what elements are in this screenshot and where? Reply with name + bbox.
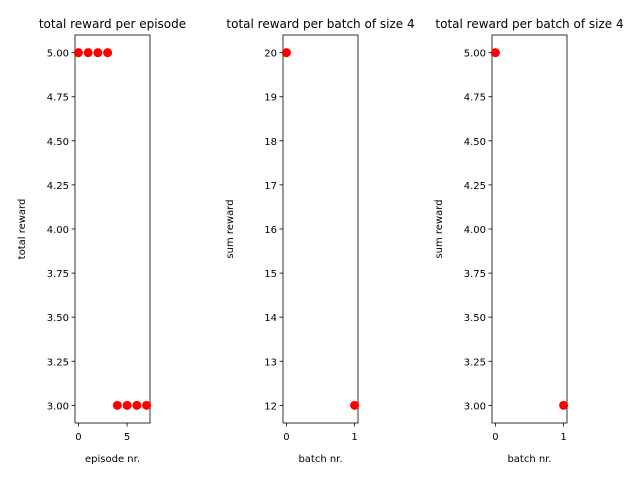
x-tick-label: 0 bbox=[283, 432, 289, 443]
data-point bbox=[490, 48, 500, 58]
x-tick-label: 1 bbox=[560, 432, 566, 443]
y-tick-label: 4.00 bbox=[464, 225, 486, 236]
y-tick-label: 3.75 bbox=[47, 269, 69, 280]
data-point bbox=[112, 400, 122, 410]
y-tick-label: 4.50 bbox=[464, 137, 486, 148]
y-tick-label: 13 bbox=[264, 357, 277, 368]
chart-panel-3: 3.00 3.25 3.50 3.75 4.00 4.25 4.50 4.75 5.00 0 1 ba… bbox=[434, 17, 624, 465]
x-tick-label: 0 bbox=[75, 432, 81, 443]
y-tick-label: 16 bbox=[264, 225, 277, 236]
data-point bbox=[103, 48, 113, 58]
data-point bbox=[142, 400, 152, 410]
chart-title: total reward per batch of size 4 bbox=[435, 17, 623, 31]
y-tick-label: 4.75 bbox=[464, 93, 486, 104]
data-point bbox=[559, 400, 569, 410]
y-tick-label: 5.00 bbox=[47, 49, 69, 60]
y-tick-label: 3.25 bbox=[47, 357, 69, 368]
y-tick-label: 4.00 bbox=[47, 225, 69, 236]
x-axis-label: episode nr. bbox=[85, 454, 140, 465]
chart-panel-2: 12 13 14 15 16 17 18 19 20 0 1 batch nr. sum reward t… bbox=[225, 17, 415, 465]
y-tick-label: 19 bbox=[264, 93, 277, 104]
y-tick-label: 18 bbox=[264, 137, 277, 148]
x-axis-label: batch nr. bbox=[298, 454, 342, 465]
y-tick-label: 3.75 bbox=[464, 269, 486, 280]
data-point bbox=[83, 48, 93, 58]
chart-title: total reward per batch of size 4 bbox=[226, 17, 414, 31]
y-tick-label: 14 bbox=[264, 313, 277, 324]
x-tick-label: 0 bbox=[492, 432, 498, 443]
y-tick-label: 3.50 bbox=[47, 313, 69, 324]
y-tick-label: 4.25 bbox=[47, 181, 69, 192]
y-axis-label: total reward bbox=[17, 199, 28, 260]
data-point bbox=[350, 400, 360, 410]
y-tick-label: 5.00 bbox=[464, 49, 486, 60]
y-tick-label: 20 bbox=[264, 49, 277, 60]
x-tick-label: 5 bbox=[124, 432, 130, 443]
y-axis-label: sum reward bbox=[434, 199, 445, 258]
data-point bbox=[73, 48, 83, 58]
y-tick-label: 3.00 bbox=[464, 401, 486, 412]
y-tick-label: 4.75 bbox=[47, 93, 69, 104]
y-tick-label: 17 bbox=[264, 181, 277, 192]
y-axis-label: sum reward bbox=[225, 199, 236, 258]
x-axis-label: batch nr. bbox=[507, 454, 551, 465]
y-tick-label: 15 bbox=[264, 269, 277, 280]
y-tick-label: 12 bbox=[264, 401, 277, 412]
data-point bbox=[281, 48, 291, 58]
chart-title: total reward per episode bbox=[39, 17, 186, 31]
data-point bbox=[122, 400, 132, 410]
y-tick-label: 4.25 bbox=[464, 181, 486, 192]
data-point bbox=[93, 48, 103, 58]
x-tick-label: 1 bbox=[351, 432, 357, 443]
y-tick-label: 3.25 bbox=[464, 357, 486, 368]
y-tick-label: 3.50 bbox=[464, 313, 486, 324]
data-point bbox=[132, 400, 142, 410]
chart-panel-1: 3.00 3.25 3.50 3.75 4.00 4.25 4.50 4.75 5.00 0 5 ep… bbox=[17, 17, 186, 465]
y-tick-label: 4.50 bbox=[47, 137, 69, 148]
y-tick-label: 3.00 bbox=[47, 401, 69, 412]
